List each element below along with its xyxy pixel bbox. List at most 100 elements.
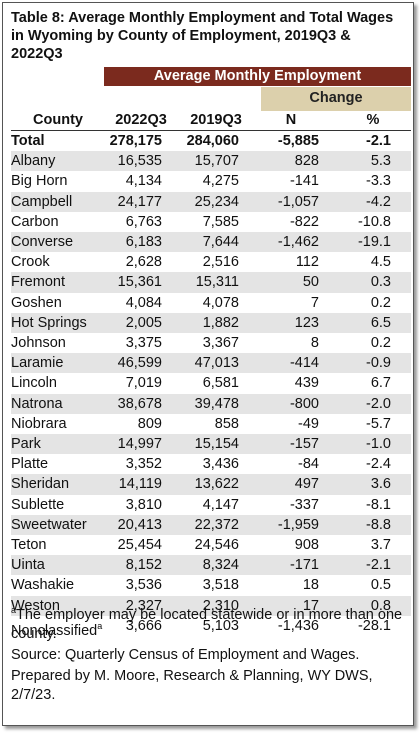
value-cell: 497 bbox=[294, 476, 319, 493]
table-frame: Table 8: Average Monthly Employment and … bbox=[2, 2, 414, 726]
value-cell: 6,581 bbox=[202, 375, 239, 392]
value-cell: 3,375 bbox=[125, 335, 162, 351]
value-cell: 8,324 bbox=[202, 557, 239, 574]
value-cell: 4,275 bbox=[202, 173, 239, 190]
row-stripe bbox=[11, 595, 411, 616]
value-cell: 2,628 bbox=[125, 254, 162, 271]
value-cell: 25,234 bbox=[194, 193, 239, 210]
value-cell: 439 bbox=[294, 375, 319, 392]
value-cell: 3,352 bbox=[125, 456, 162, 473]
value-cell: -4.2 bbox=[366, 193, 391, 210]
value-cell: 3,518 bbox=[202, 577, 239, 594]
value-cell: 39,478 bbox=[194, 395, 239, 412]
prepared-by: Prepared by M. Moore, Research & Plannin… bbox=[11, 667, 373, 703]
value-cell: 15,707 bbox=[194, 153, 239, 170]
value-cell: -337 bbox=[289, 496, 319, 513]
value-cell: 20,413 bbox=[117, 516, 162, 533]
value-cell: 908 bbox=[294, 537, 319, 553]
column-header: % bbox=[366, 112, 380, 128]
notes: aThe employer may be located statewide o… bbox=[11, 601, 409, 707]
value-cell: 3,536 bbox=[125, 577, 162, 594]
value-cell: 4,134 bbox=[125, 173, 162, 190]
value-cell: 3,810 bbox=[125, 496, 162, 513]
county-cell: Lincoln bbox=[11, 375, 57, 392]
county-cell: Teton bbox=[11, 537, 47, 553]
county-cell: Carbon bbox=[11, 213, 59, 230]
row-stripe bbox=[11, 434, 411, 455]
value-cell: -28.1 bbox=[357, 617, 391, 634]
value-cell: 7,585 bbox=[202, 213, 239, 230]
header-rule bbox=[11, 130, 411, 131]
row-stripe bbox=[11, 393, 411, 414]
county-cell: Campbell bbox=[11, 193, 73, 210]
value-cell: 3,666 bbox=[125, 617, 162, 634]
value-cell: -3.3 bbox=[366, 173, 391, 190]
county-cell: Platte bbox=[11, 456, 49, 473]
row-stripe bbox=[11, 272, 411, 293]
value-cell: 15,311 bbox=[195, 274, 239, 291]
value-cell: -2.1 bbox=[366, 557, 391, 574]
value-cell: 38,678 bbox=[117, 395, 162, 412]
value-cell: -8.8 bbox=[366, 516, 391, 533]
value-cell: 0.3 bbox=[370, 274, 391, 291]
value-cell: 112 bbox=[295, 254, 319, 271]
value-cell: 7,644 bbox=[202, 234, 239, 250]
row-stripe bbox=[11, 232, 411, 253]
county-cell: Niobrara bbox=[11, 415, 67, 432]
value-cell: 809 bbox=[137, 415, 162, 432]
value-cell: 2,005 bbox=[125, 314, 162, 331]
county-cell: Natrona bbox=[11, 395, 63, 412]
county-cell: Uinta bbox=[11, 557, 45, 574]
value-cell: 14,119 bbox=[118, 476, 162, 493]
county-cell: Total bbox=[11, 133, 45, 149]
county-cell: Park bbox=[11, 436, 41, 452]
value-cell: 0.2 bbox=[370, 335, 391, 351]
value-cell: -1,959 bbox=[277, 516, 319, 533]
value-cell: 284,060 bbox=[186, 133, 239, 149]
value-cell: 3,436 bbox=[202, 456, 239, 473]
value-cell: 3,367 bbox=[202, 335, 239, 351]
value-cell: 15,154 bbox=[194, 436, 239, 452]
value-cell: 24,177 bbox=[117, 193, 162, 210]
value-cell: 8 bbox=[310, 335, 319, 351]
value-cell: -5,885 bbox=[277, 133, 319, 149]
county-cell: Johnson bbox=[11, 335, 66, 351]
value-cell: -1,057 bbox=[277, 193, 319, 210]
value-cell: 7,019 bbox=[125, 375, 162, 392]
county-cell: Laramie bbox=[11, 355, 64, 372]
value-cell: -157 bbox=[289, 436, 319, 452]
value-cell: 1,882 bbox=[202, 314, 239, 331]
row-marker: a bbox=[97, 620, 103, 631]
row-stripe bbox=[11, 353, 411, 374]
row-stripe bbox=[11, 555, 411, 576]
value-cell: 4.5 bbox=[370, 254, 391, 271]
value-cell: 278,175 bbox=[109, 133, 162, 149]
value-cell: 6,183 bbox=[125, 234, 162, 250]
value-cell: 50 bbox=[302, 274, 319, 291]
value-cell: 123 bbox=[294, 314, 319, 331]
value-cell: 3.7 bbox=[370, 537, 391, 553]
value-cell: 16,535 bbox=[117, 153, 162, 170]
value-cell: 13,622 bbox=[194, 476, 239, 493]
value-cell: -141 bbox=[289, 173, 319, 190]
value-cell: 828 bbox=[294, 153, 319, 170]
value-cell: -0.9 bbox=[366, 355, 391, 372]
title: Table 8: Average Monthly Employment and … bbox=[11, 10, 394, 62]
value-cell: 4,147 bbox=[202, 496, 239, 513]
row-stripe bbox=[11, 514, 411, 535]
value-cell: 22,372 bbox=[194, 516, 239, 533]
value-cell: 0.8 bbox=[370, 597, 391, 614]
value-cell: 15,361 bbox=[117, 274, 162, 291]
value-cell: -1,462 bbox=[277, 234, 319, 250]
value-cell: 5.3 bbox=[370, 153, 391, 170]
value-cell: -1.0 bbox=[366, 436, 391, 452]
county-cell: Weston bbox=[11, 597, 60, 614]
column-header: N bbox=[285, 112, 297, 128]
value-cell: 0.5 bbox=[370, 577, 391, 594]
value-cell: 2,327 bbox=[125, 597, 162, 614]
county-cell: Converse bbox=[11, 234, 74, 250]
county-cell: Big Horn bbox=[11, 173, 68, 190]
county-cell: Sublette bbox=[11, 496, 65, 513]
value-cell: 24,546 bbox=[194, 537, 239, 553]
